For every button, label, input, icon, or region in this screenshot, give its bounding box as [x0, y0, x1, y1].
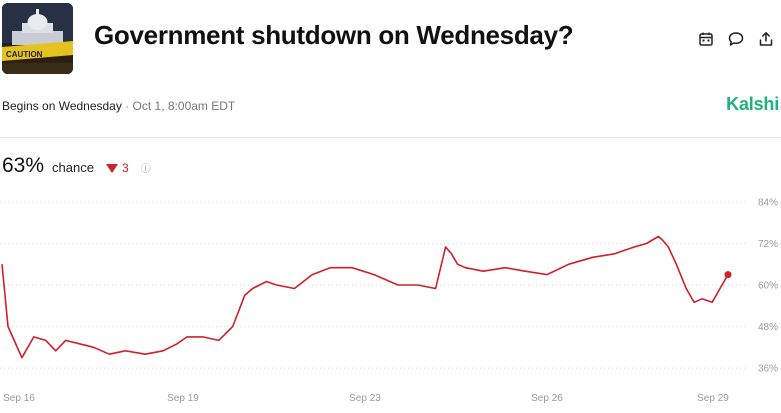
info-icon[interactable]: ⓘ [140, 164, 151, 175]
delta-value: 3 [121, 160, 129, 175]
x-tick-label: Sep 29 [697, 393, 729, 404]
chance-summary: 63% chance 3 ⓘ [2, 154, 151, 178]
current-value-dot [724, 271, 732, 279]
comment-icon [728, 32, 744, 46]
market-thumbnail: CAUTION [2, 3, 73, 74]
x-tick-label: Sep 16 [3, 393, 35, 404]
begins-text: Begins on Wednesday [2, 99, 122, 113]
y-tick-label: 36% [758, 364, 778, 375]
meta-separator: · [125, 99, 130, 113]
capitol-image: CAUTION [2, 3, 73, 74]
thumbnail-caption: CAUTION [6, 50, 43, 59]
header-actions [697, 30, 775, 48]
page-title: Government shutdown on Wednesday? [94, 20, 574, 50]
share-button[interactable] [757, 30, 775, 48]
chance-delta: 3 [105, 160, 129, 175]
down-triangle-icon [105, 164, 118, 173]
probability-chart: 84% 72% 60% 48% 36% Sep 16 Sep 19 Sep 23 Sep 26… [0, 197, 778, 404]
begins-date: Oct 1, 8:00am EDT [132, 99, 236, 113]
x-axis: Sep 16 Sep 19 Sep 23 Sep 26 Sep 29 [3, 393, 729, 404]
comment-button[interactable] [727, 30, 745, 48]
divider [0, 137, 781, 138]
share-icon [759, 32, 773, 46]
calendar-icon [699, 32, 713, 46]
market-meta: Begins on Wednesday · Oct 1, 8:00am EDT [2, 99, 235, 113]
chart-grid [0, 201, 746, 369]
y-tick-label: 60% [758, 281, 778, 292]
y-axis: 84% 72% 60% 48% 36% [758, 197, 778, 374]
y-tick-label: 84% [758, 197, 778, 208]
chance-label: chance [52, 160, 94, 175]
y-tick-label: 48% [758, 322, 778, 333]
x-tick-label: Sep 19 [167, 393, 199, 404]
brand-logo[interactable]: Kalshi [726, 94, 779, 114]
calendar-button[interactable] [697, 30, 715, 48]
chance-percent: 63% [2, 154, 45, 177]
y-tick-label: 72% [758, 239, 778, 250]
series-line [1, 235, 729, 359]
x-tick-label: Sep 26 [531, 393, 563, 404]
x-tick-label: Sep 23 [349, 393, 381, 404]
